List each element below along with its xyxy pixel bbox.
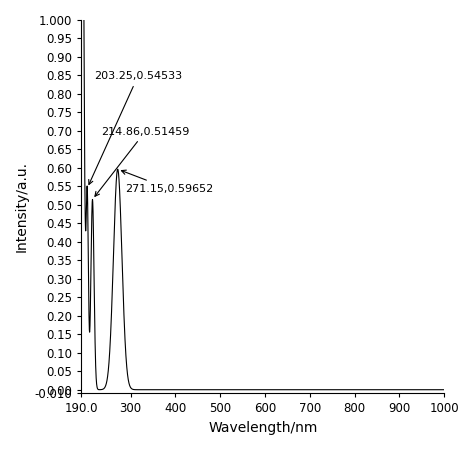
Text: 203.25,0.54533: 203.25,0.54533 [89, 71, 182, 184]
Text: 271.15,0.59652: 271.15,0.59652 [121, 170, 213, 194]
X-axis label: Wavelength/nm: Wavelength/nm [208, 421, 318, 435]
Text: 214.86,0.51459: 214.86,0.51459 [95, 126, 190, 196]
Y-axis label: Intensity/a.u.: Intensity/a.u. [15, 161, 29, 252]
